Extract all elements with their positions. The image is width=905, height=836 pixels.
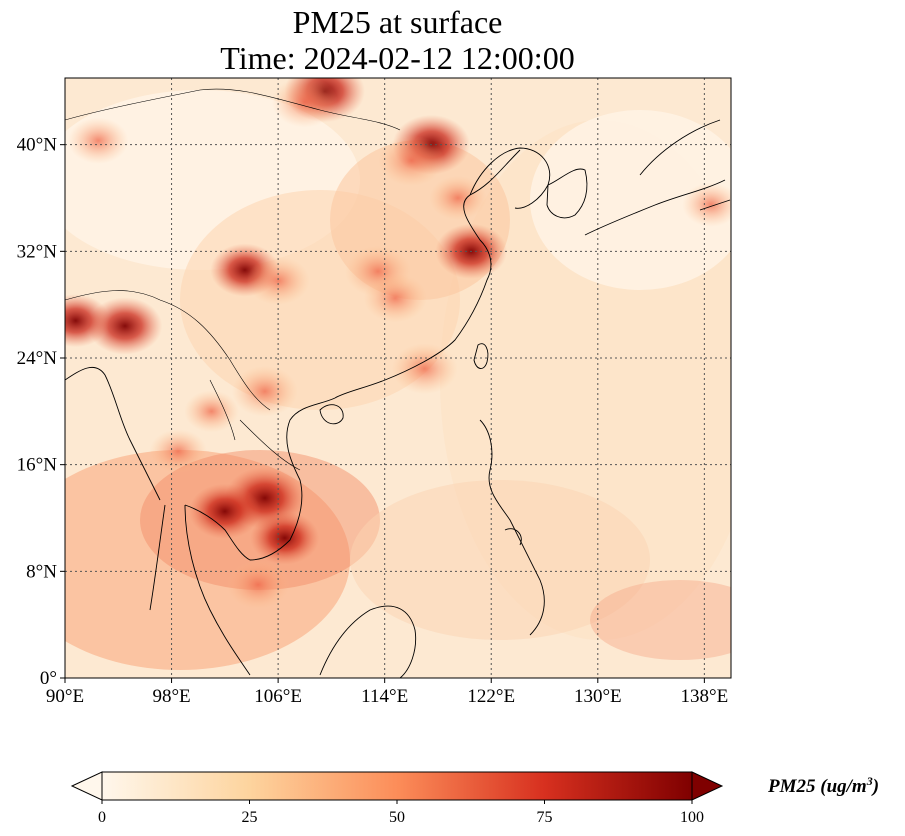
colorbar-extend-high — [691, 771, 724, 801]
pm25-hotspot — [184, 390, 239, 433]
pm25-hotspot — [271, 78, 338, 128]
pm25-hotspot — [65, 294, 111, 348]
colorbar-extend-low — [70, 771, 103, 801]
lat-tick-label: 16°N — [17, 455, 58, 476]
lon-tick-label: 130°E — [574, 686, 622, 707]
colorbar-tick-label: 50 — [389, 809, 405, 826]
colorbar-tick-label: 75 — [537, 809, 553, 826]
lat-tick-label: 32°N — [17, 241, 58, 262]
colorbar-label: PM25 (ug/m3) — [768, 774, 880, 797]
coastlines — [65, 88, 731, 678]
pm25-hotspot — [250, 511, 320, 565]
colorbar-tick-label: 100 — [680, 809, 704, 826]
map-frame — [64, 77, 732, 679]
colorbar-ticks: 0 25 50 75 100 — [98, 800, 704, 826]
pm25-hotspot — [149, 429, 207, 474]
lat-tick-label: 0° — [40, 668, 57, 689]
lon-tick-label: 138°E — [681, 686, 729, 707]
colorbar-gradient — [101, 771, 693, 801]
map-title: PM25 at surface — [292, 4, 503, 40]
pm25-hotspot — [682, 182, 731, 227]
pm25-hotspot — [391, 343, 458, 395]
lon-tick-label: 114°E — [361, 686, 408, 707]
pm25-hotspots — [65, 78, 731, 609]
pm25-hotspot — [68, 117, 129, 164]
lon-tick-label: 98°E — [152, 686, 190, 707]
lat-tick-label: 40°N — [17, 135, 58, 156]
colorbar: 0 25 50 75 100 — [70, 771, 724, 826]
lon-tick-label: 90°E — [46, 686, 84, 707]
colorbar-tick-label: 0 — [98, 809, 106, 826]
colorbar-tick-label: 25 — [242, 809, 258, 826]
pm25-hotspot — [429, 175, 487, 221]
pm25-hotspot — [363, 273, 427, 323]
lat-tick-label: 8°N — [26, 561, 57, 582]
map-subtitle-time: Time: 2024-02-12 12:00:00 — [220, 40, 575, 76]
pm25-field — [65, 78, 731, 678]
pm25-hotspot — [246, 256, 310, 305]
pm25-hotspot — [188, 483, 261, 539]
pm25-hotspot — [378, 135, 445, 187]
latitude-axis: 0° 8°N 16°N 24°N 32°N 40°N — [17, 135, 65, 689]
gridlines — [65, 78, 731, 678]
pm25-hotspot — [231, 365, 298, 417]
lat-tick-label: 24°N — [17, 348, 58, 369]
lon-tick-label: 122°E — [467, 686, 515, 707]
pm25-hotspot — [226, 560, 290, 609]
lon-tick-label: 106°E — [254, 686, 302, 707]
longitude-axis: 90°E 98°E 106°E 114°E 122°E 130°E 138°E — [46, 678, 728, 707]
